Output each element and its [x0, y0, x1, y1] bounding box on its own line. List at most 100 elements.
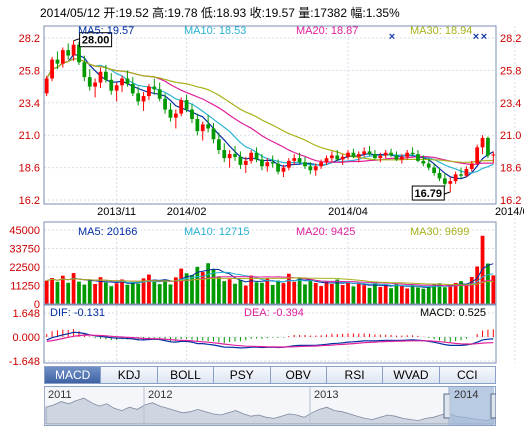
- info-high-label: 高:: [152, 6, 168, 20]
- price-legend-item: MA30: 18.94: [410, 25, 472, 37]
- stock-chart[interactable]: 28.2 28.2 25.8 25.8 23.4 23.4 21.0 21.0 18.6 18.6…: [0, 0, 524, 366]
- tab-obv[interactable]: OBV: [270, 367, 327, 383]
- candle-body: [475, 147, 480, 164]
- price-tick-right: 23.4: [500, 98, 521, 110]
- dif-line: [46, 331, 494, 349]
- candle-body: [324, 158, 329, 163]
- candle-body: [184, 100, 189, 110]
- candle-body: [50, 59, 54, 79]
- volume-bar: [157, 284, 162, 304]
- tab-boll[interactable]: BOLL: [157, 367, 215, 383]
- timeline-navigator[interactable]: 2011 2012 2013 2014: [44, 386, 496, 426]
- volume-bar: [319, 286, 324, 304]
- candle-body: [55, 59, 60, 64]
- volume-bar: [130, 282, 135, 304]
- price-ma10-line: [46, 58, 494, 174]
- price-legend-item: MA10: 18.53: [184, 25, 246, 37]
- volume-bar: [44, 280, 49, 304]
- volume-bar: [227, 279, 232, 304]
- grid-lines: [44, 26, 516, 363]
- tab-macd[interactable]: MACD: [45, 367, 102, 383]
- candle-body: [136, 93, 141, 102]
- price-legend-item: MA5: 19.57: [78, 25, 134, 37]
- candle-body: [394, 155, 399, 160]
- tab-cci[interactable]: CCI: [439, 367, 495, 383]
- candle-body: [60, 50, 65, 64]
- tab-wvad[interactable]: WVAD: [383, 367, 440, 383]
- price-tick-left: 25.8: [19, 65, 40, 77]
- volume-bar: [405, 288, 410, 304]
- volume-bar: [206, 263, 211, 304]
- volume-bar: [103, 282, 108, 304]
- candle-body: [152, 86, 157, 90]
- volume-bar: [238, 279, 243, 304]
- volume-bar: [421, 288, 426, 304]
- ohlc-info: 2014/05/12 开:19.52 高:19.78 低:18.93 收:19.…: [40, 4, 400, 21]
- candle-body: [448, 181, 453, 184]
- volume-bar: [437, 283, 442, 304]
- price-tick-right: 28.2: [500, 33, 521, 45]
- candle-body: [265, 162, 270, 167]
- candle-body: [292, 158, 297, 161]
- price-tick-right: 18.6: [500, 163, 521, 175]
- volume-bar: [297, 277, 302, 304]
- event-marker-icon: ×: [481, 31, 487, 43]
- volume-tick: 33750: [9, 244, 40, 256]
- volume-bar: [82, 284, 87, 304]
- price-tick-right: 21.0: [500, 130, 521, 142]
- volume-legend-item: MA5: 20166: [78, 226, 137, 238]
- candlesticks: [44, 40, 496, 193]
- volume-bar: [190, 275, 194, 304]
- volume-bar: [459, 281, 463, 304]
- event-marker-icon: ×: [389, 31, 395, 43]
- volume-bar: [184, 273, 189, 304]
- volume-bar: [211, 269, 216, 304]
- volume-bar: [442, 287, 447, 304]
- price-tick-left: 16.2: [19, 195, 40, 207]
- volume-bar: [389, 288, 393, 304]
- candle-body: [238, 156, 243, 165]
- candle-body: [211, 128, 216, 140]
- tab-rsi[interactable]: RSI: [326, 367, 384, 383]
- candle-body: [480, 137, 485, 148]
- candle-body: [66, 50, 71, 56]
- info-low-label: 低:: [200, 6, 217, 20]
- volume-bar: [464, 284, 469, 304]
- time-tick-label: 2014/05: [495, 206, 524, 218]
- info-close: 19.57: [264, 6, 295, 20]
- info-date: 2014/05/12: [40, 6, 101, 20]
- candle-body: [87, 77, 92, 87]
- volume-bar: [313, 282, 318, 304]
- candle-body: [378, 155, 383, 159]
- candle-body: [157, 89, 162, 99]
- volume-bar: [356, 283, 361, 304]
- volume-bar: [491, 275, 496, 304]
- volume-bar: [254, 282, 259, 304]
- volume-bar: [77, 281, 81, 304]
- candle-body: [313, 166, 318, 171]
- volume-bar: [265, 278, 270, 304]
- price-ma-lines: [46, 54, 494, 180]
- macd-panel-frame: [43, 304, 497, 364]
- volume-bar: [448, 285, 453, 304]
- tab-kdj[interactable]: KDJ: [101, 367, 158, 383]
- volume-bar: [55, 281, 60, 304]
- info-change: 1.35%: [365, 6, 400, 20]
- volume-bar: [469, 277, 474, 304]
- candle-body: [200, 124, 205, 132]
- low-pointer: [444, 191, 451, 195]
- candle-body: [77, 44, 81, 63]
- candle-body: [243, 160, 248, 165]
- candle-body: [426, 163, 431, 168]
- volume-bar: [367, 287, 372, 304]
- candle-body: [109, 79, 114, 91]
- volume-bar: [71, 273, 76, 304]
- tab-psy[interactable]: PSY: [214, 367, 271, 383]
- info-high: 19.78: [167, 6, 198, 20]
- volume-bar: [475, 266, 480, 304]
- volume-legend-item: MA10: 12715: [184, 226, 249, 238]
- candle-body: [147, 86, 151, 97]
- volume-ma10-line: [46, 271, 494, 288]
- candle-body: [297, 158, 302, 163]
- volume-bar: [394, 283, 399, 304]
